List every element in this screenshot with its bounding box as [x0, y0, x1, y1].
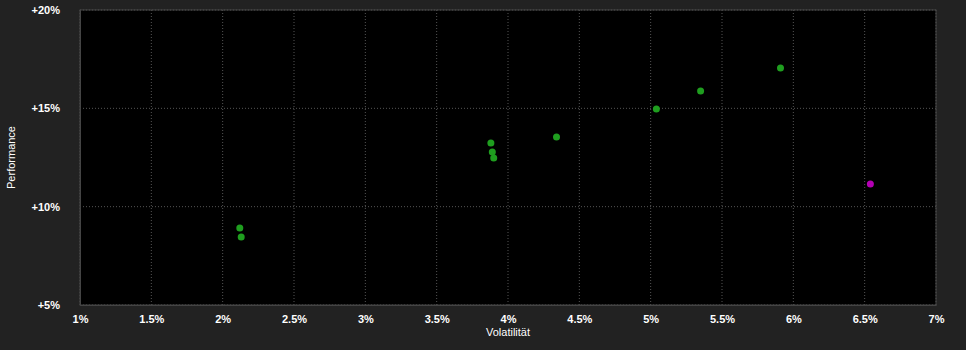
plot-frame [80, 10, 936, 305]
grid-line-y [80, 206, 936, 207]
x-tick-label: 2% [215, 313, 231, 325]
x-tick-label: 5.5% [710, 313, 735, 325]
point [697, 88, 704, 95]
grid-line-x [722, 10, 723, 305]
grid-line-x [151, 10, 152, 305]
x-tick-label: 3.5% [425, 313, 450, 325]
x-tick: 5.5% [710, 305, 735, 325]
x-tick: 3% [358, 305, 374, 325]
grid-line-x [365, 10, 366, 305]
plot-area [80, 10, 936, 305]
point [238, 233, 245, 240]
y-axis-line [80, 11, 81, 306]
point [653, 105, 660, 112]
x-tick: 4.5% [567, 305, 592, 325]
grid-line-x [436, 10, 437, 305]
point [867, 181, 874, 188]
point [489, 148, 496, 155]
grid-line-x [579, 10, 580, 305]
x-tick: 6% [786, 305, 802, 325]
grid-line-x [508, 10, 509, 305]
y-tick-label: +15% [32, 102, 61, 114]
x-tick-label: 6% [786, 313, 802, 325]
grid-line-x [222, 10, 223, 305]
y-tick: +15% [32, 102, 80, 114]
grid [80, 10, 936, 305]
x-tick-label: 1% [73, 313, 89, 325]
point [490, 154, 497, 161]
x-tick-label: 6.5% [853, 313, 878, 325]
x-tick-label: 5% [643, 313, 659, 325]
x-tick: 1.5% [139, 305, 164, 325]
x-tick: 7% [929, 305, 945, 325]
point [236, 224, 243, 231]
x-tick: 4% [501, 305, 517, 325]
y-tick: +20% [32, 4, 80, 16]
x-tick-label: 4.5% [567, 313, 592, 325]
x-tick: 2% [215, 305, 231, 325]
y-tick: +10% [32, 201, 80, 213]
background [0, 0, 966, 350]
x-tick: 1% [73, 305, 89, 325]
x-tick: 3.5% [425, 305, 450, 325]
point [777, 65, 784, 72]
x-axis-title: Volatilität [486, 326, 530, 338]
y-axis-title: Performance [5, 126, 17, 189]
y-tick: +5% [38, 299, 80, 311]
grid-line-x [294, 10, 295, 305]
grid-line-x [864, 10, 865, 305]
y-tick-label: +20% [32, 4, 61, 16]
grid-line-x [650, 10, 651, 305]
x-tick-label: 4% [501, 313, 517, 325]
x-tick: 5% [643, 305, 659, 325]
point [487, 139, 494, 146]
x-tick-label: 1.5% [139, 313, 164, 325]
point [553, 134, 560, 141]
x-tick: 2.5% [282, 305, 307, 325]
x-axis: 1% 1.5% 2% 2.5% 3% 3.5% 4% 4.5% 5% 5.5% 6% 6.5% 7% [73, 305, 945, 325]
x-tick-label: 3% [358, 313, 374, 325]
points [236, 65, 874, 241]
y-tick-label: +10% [32, 201, 61, 213]
y-axis: +5% +10% +15% +20% [32, 4, 81, 311]
x-axis-line [81, 305, 937, 306]
y-tick-label: +5% [38, 299, 61, 311]
x-tick: 6.5% [853, 305, 878, 325]
x-tick-label: 2.5% [282, 313, 307, 325]
plot: 1% 1.5% 2% 2.5% 3% 3.5% 4% 4.5% 5% 5.5% 6% 6.5% 7% +5… [32, 4, 945, 325]
grid-line-y [80, 108, 936, 109]
grid-line-x [793, 10, 794, 305]
x-tick-label: 7% [929, 313, 945, 325]
chart: 1% 1.5% 2% 2.5% 3% 3.5% 4% 4.5% 5% 5.5% 6% 6.5% 7% +5… [0, 0, 966, 350]
